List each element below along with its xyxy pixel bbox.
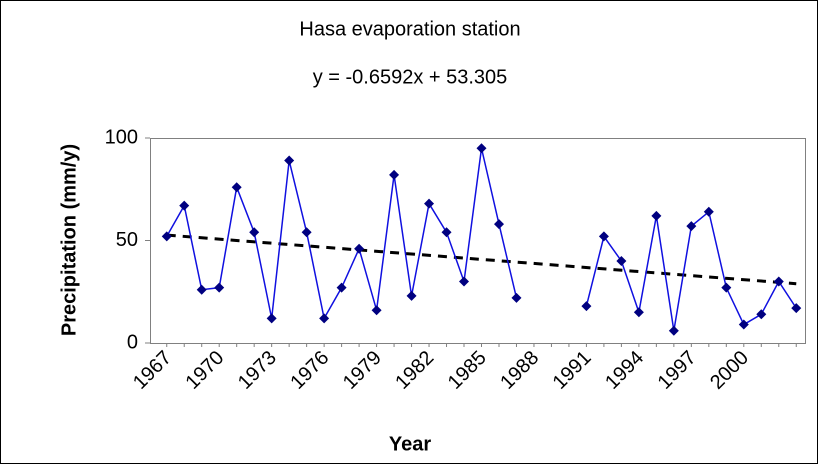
data-point bbox=[511, 292, 522, 303]
data-point bbox=[424, 198, 435, 209]
chart-title: Hasa evaporation station bbox=[299, 18, 520, 40]
data-point bbox=[406, 290, 417, 301]
data-point bbox=[214, 282, 225, 293]
y-axis-label: Precipitation (mm/y) bbox=[58, 144, 80, 336]
data-point bbox=[249, 227, 260, 238]
data-point bbox=[598, 231, 609, 242]
data-point bbox=[581, 301, 592, 312]
data-point bbox=[319, 313, 330, 324]
data-point bbox=[284, 155, 295, 166]
data-point bbox=[703, 206, 714, 217]
x-axis-label: Year bbox=[389, 433, 431, 455]
data-point bbox=[616, 256, 627, 266]
data-point bbox=[738, 319, 749, 330]
data-point bbox=[633, 307, 644, 318]
data-point bbox=[231, 182, 242, 193]
y-tick-label: 0 bbox=[127, 331, 138, 353]
data-point bbox=[756, 309, 767, 320]
data-point bbox=[686, 221, 697, 232]
data-point bbox=[651, 210, 662, 221]
data-point bbox=[196, 284, 207, 295]
data-point bbox=[179, 200, 190, 211]
data-point bbox=[668, 325, 679, 336]
data-point bbox=[371, 305, 382, 316]
data-point bbox=[441, 227, 452, 238]
y-tick-label: 50 bbox=[116, 229, 138, 251]
y-tick-label: 100 bbox=[105, 126, 138, 148]
data-point bbox=[389, 169, 400, 180]
data-point bbox=[791, 303, 802, 314]
trendline-equation: y = -0.6592x + 53.305 bbox=[313, 66, 508, 88]
data-point bbox=[336, 282, 347, 293]
data-point bbox=[266, 313, 277, 324]
data-point bbox=[493, 219, 504, 230]
data-point bbox=[459, 276, 470, 287]
data-point bbox=[354, 243, 365, 254]
data-point bbox=[476, 143, 487, 154]
data-point bbox=[721, 282, 732, 293]
data-point bbox=[773, 276, 784, 287]
data-point bbox=[161, 231, 172, 242]
data-point bbox=[301, 227, 312, 238]
